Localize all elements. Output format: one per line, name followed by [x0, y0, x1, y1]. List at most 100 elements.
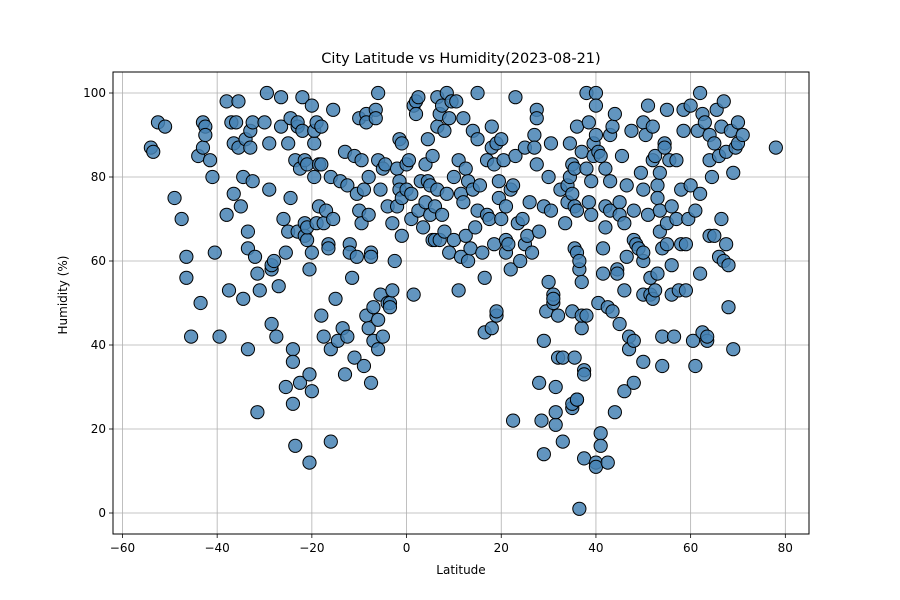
- data-point: [229, 115, 244, 130]
- data-point: [541, 169, 556, 185]
- data-point: [579, 308, 594, 323]
- data-point: [562, 136, 577, 151]
- data-point: [534, 413, 549, 428]
- data-point: [195, 140, 211, 155]
- data-point: [700, 329, 715, 344]
- data-point: [491, 174, 506, 189]
- data-point: [688, 203, 703, 218]
- data-point: [595, 266, 611, 281]
- data-point: [548, 379, 563, 395]
- data-point: [146, 144, 161, 159]
- data-point: [442, 111, 457, 126]
- data-point: [458, 228, 473, 243]
- data-point: [636, 245, 651, 260]
- data-point: [345, 270, 360, 285]
- data-point: [349, 249, 364, 264]
- data-point: [567, 161, 582, 176]
- data-point: [278, 379, 293, 395]
- data-point: [598, 161, 613, 176]
- data-point: [683, 98, 698, 113]
- data-point: [569, 119, 585, 134]
- data-point: [617, 283, 632, 298]
- data-point: [595, 241, 611, 256]
- data-point: [484, 321, 499, 336]
- data-point: [735, 127, 750, 143]
- data-point: [406, 287, 421, 302]
- data-point: [285, 342, 301, 357]
- data-point: [640, 98, 656, 113]
- data-point: [558, 216, 573, 231]
- data-point: [505, 178, 521, 193]
- data-point: [416, 220, 431, 235]
- data-point: [619, 178, 634, 193]
- x-tick-label: 40: [588, 541, 603, 555]
- data-point: [470, 132, 485, 147]
- data-point: [264, 316, 279, 332]
- data-point: [373, 182, 388, 197]
- data-point: [378, 157, 393, 172]
- data-point: [584, 207, 599, 222]
- data-point: [292, 375, 308, 390]
- data-point: [240, 342, 256, 357]
- data-point: [612, 316, 627, 332]
- data-point: [468, 220, 483, 235]
- data-point: [726, 342, 741, 357]
- y-tick-label: 20: [91, 422, 106, 436]
- data-point: [456, 111, 471, 126]
- data-point: [304, 384, 319, 399]
- data-point: [532, 224, 547, 239]
- x-axis-label: Latitude: [436, 563, 485, 577]
- data-point: [361, 321, 376, 336]
- data-point: [614, 148, 630, 164]
- data-point: [375, 329, 390, 344]
- data-point: [446, 232, 461, 248]
- data-point: [650, 190, 665, 206]
- data-point: [581, 195, 596, 210]
- data-point: [524, 245, 540, 260]
- data-point: [262, 182, 277, 197]
- data-points: [143, 85, 783, 516]
- data-point: [522, 195, 537, 210]
- data-point: [617, 216, 632, 231]
- data-point: [470, 85, 485, 101]
- y-axis-label: Humidity (%): [56, 256, 70, 335]
- data-point: [707, 136, 722, 151]
- data-point: [527, 127, 542, 143]
- data-point: [683, 178, 698, 193]
- data-point: [550, 308, 566, 323]
- data-point: [513, 253, 528, 269]
- data-point: [236, 291, 251, 306]
- data-point: [461, 253, 476, 269]
- data-point: [278, 245, 293, 260]
- data-point: [569, 203, 585, 218]
- data-point: [555, 434, 570, 449]
- data-point: [664, 258, 679, 273]
- data-point: [520, 228, 535, 243]
- data-point: [704, 169, 720, 185]
- data-point: [555, 350, 570, 365]
- data-point: [501, 237, 516, 252]
- data-point: [688, 358, 703, 374]
- data-point: [371, 85, 386, 101]
- data-point: [463, 241, 478, 256]
- data-point: [508, 90, 523, 105]
- data-point: [645, 119, 660, 134]
- data-point: [548, 417, 563, 432]
- data-point: [371, 342, 386, 357]
- data-point: [273, 90, 289, 105]
- data-point: [307, 169, 322, 185]
- data-point: [314, 308, 329, 323]
- data-point: [612, 195, 627, 210]
- data-point: [716, 94, 731, 109]
- data-point: [650, 266, 665, 281]
- data-point: [283, 190, 298, 206]
- data-point: [584, 174, 599, 189]
- data-point: [174, 211, 189, 227]
- data-point: [366, 300, 381, 315]
- data-point: [361, 207, 376, 222]
- data-point: [245, 115, 260, 130]
- plot-frame: [112, 71, 810, 535]
- data-point: [565, 186, 580, 201]
- data-point: [354, 153, 369, 168]
- data-point: [546, 291, 561, 306]
